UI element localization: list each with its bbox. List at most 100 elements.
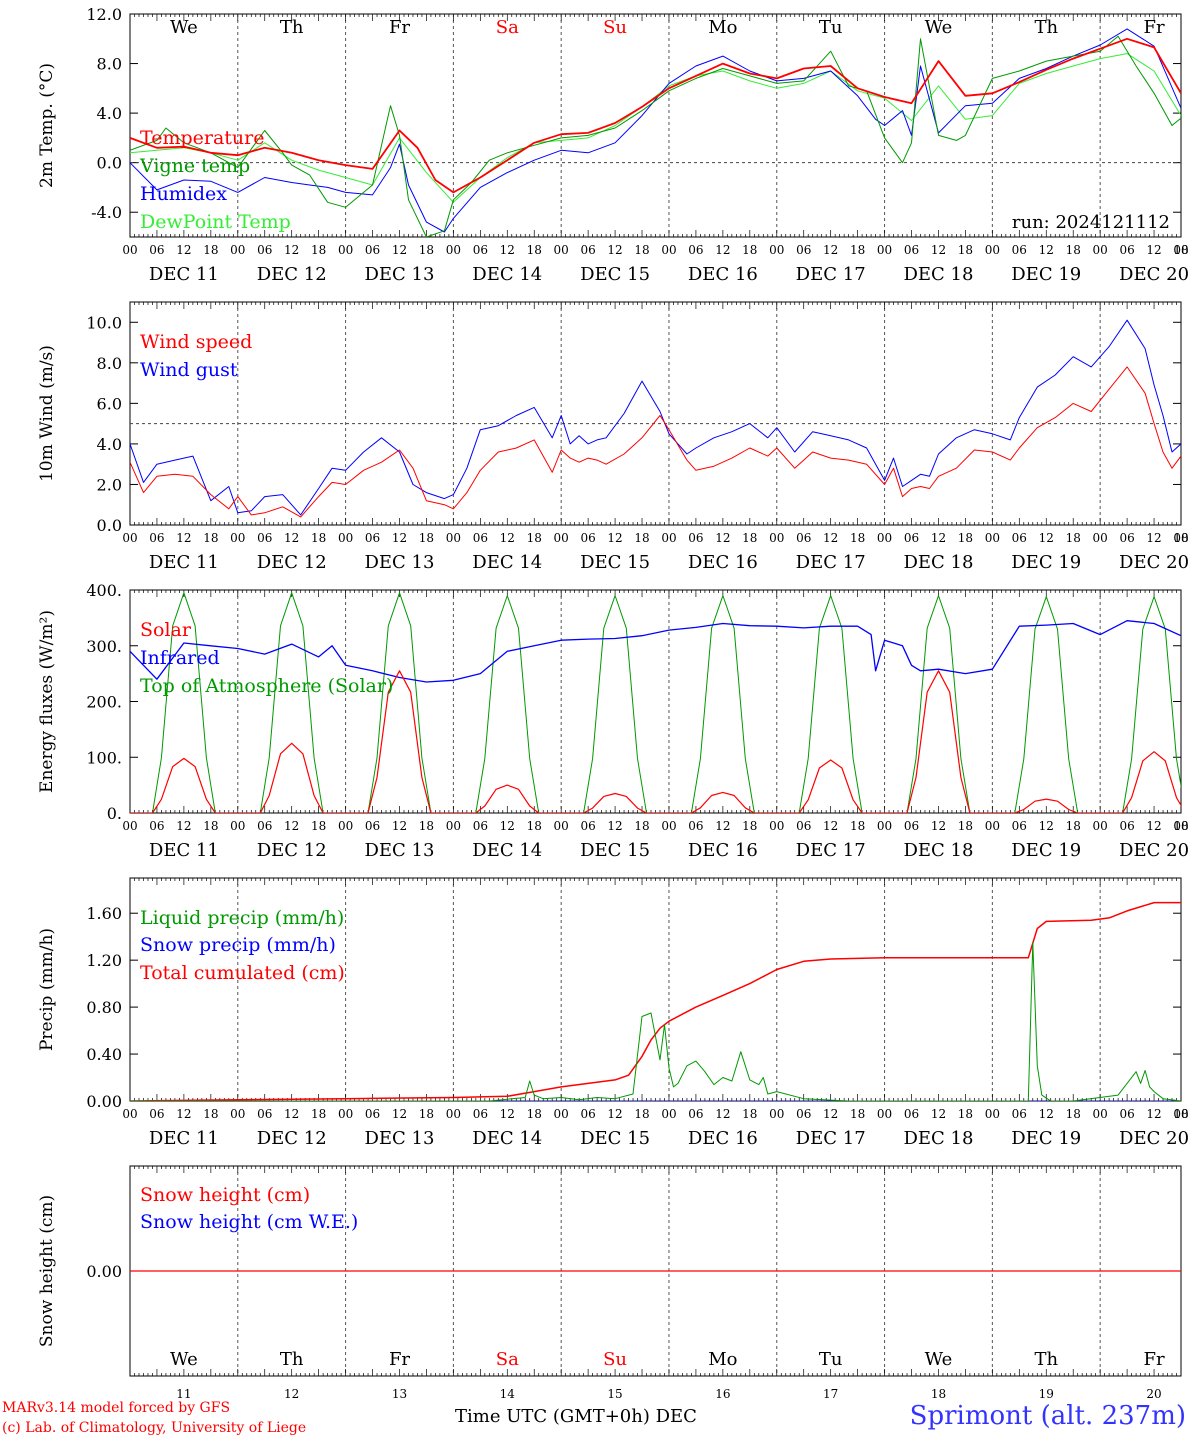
x-tick-label: 00 bbox=[122, 243, 137, 257]
day-number-label: 19 bbox=[1039, 1387, 1054, 1401]
x-tick-label: 12 bbox=[284, 531, 299, 545]
day-of-week-label: Sa bbox=[496, 1349, 519, 1370]
date-label: DEC 20 bbox=[1119, 1128, 1189, 1149]
x-tick-label: 00 bbox=[338, 531, 353, 545]
day-of-week-label: Tu bbox=[819, 17, 843, 38]
x-tick-label: 18 bbox=[850, 243, 865, 257]
date-label: DEC 17 bbox=[796, 264, 866, 285]
x-tick-label: 00 bbox=[1173, 819, 1188, 833]
day-of-week-label: Mo bbox=[708, 1349, 737, 1370]
x-tick-label: 06 bbox=[580, 1107, 595, 1121]
legend-entry: Snow precip (mm/h) bbox=[140, 934, 336, 956]
x-tick-label: 06 bbox=[1119, 531, 1134, 545]
day-number-label: 14 bbox=[500, 1387, 516, 1401]
day-of-week-label: Mo bbox=[708, 17, 737, 38]
day-of-week-label: Th bbox=[280, 1349, 304, 1370]
x-tick-label: 00 bbox=[338, 819, 353, 833]
date-label: DEC 13 bbox=[364, 840, 434, 861]
x-tick-label: 18 bbox=[958, 531, 973, 545]
date-label: DEC 13 bbox=[364, 1128, 434, 1149]
y-tick-label: 0.40 bbox=[86, 1045, 122, 1064]
credit-line-1: MARv3.14 model forced by GFS bbox=[2, 1400, 231, 1416]
x-tick-label: 00 bbox=[661, 531, 676, 545]
x-tick-label: 18 bbox=[203, 819, 218, 833]
x-tick-label: 12 bbox=[1039, 243, 1054, 257]
x-tick-label: 12 bbox=[715, 531, 730, 545]
x-tick-label: 12 bbox=[607, 243, 622, 257]
x-tick-label: 12 bbox=[176, 243, 191, 257]
legend-entry: Snow height (cm W.E.) bbox=[140, 1211, 358, 1233]
y-tick-label: 1.20 bbox=[86, 951, 122, 970]
day-number-label: 11 bbox=[176, 1387, 191, 1401]
x-tick-label: 06 bbox=[904, 243, 919, 257]
y-tick-label: 10.0 bbox=[86, 313, 122, 332]
legend-entry: Liquid precip (mm/h) bbox=[140, 907, 344, 929]
x-tick-label: 18 bbox=[1173, 531, 1188, 545]
x-tick-label: 00 bbox=[554, 243, 569, 257]
day-number-label: 16 bbox=[715, 1387, 730, 1401]
day-of-week-label: Su bbox=[603, 17, 627, 38]
x-tick-label: 00 bbox=[661, 1107, 676, 1121]
date-label: DEC 19 bbox=[1011, 264, 1081, 285]
legend-entry: Humidex bbox=[140, 183, 227, 205]
x-tick-label: 12 bbox=[823, 819, 838, 833]
x-tick-label: 18 bbox=[850, 819, 865, 833]
day-of-week-label: Fr bbox=[1144, 1349, 1165, 1370]
panel-precip: 0.00 0.40 0.80 1.20 1.60 Precip (mm/h) 00 06 12 1… bbox=[37, 877, 1189, 1149]
y-tick-label: 1.60 bbox=[86, 904, 122, 923]
x-tick-label: 00 bbox=[985, 1107, 1000, 1121]
x-tick-label: 18 bbox=[958, 1107, 973, 1121]
series-line-dewpoint-temp bbox=[130, 53, 1181, 203]
x-tick-label: 00 bbox=[769, 243, 784, 257]
x-tick-label: 18 bbox=[527, 1107, 542, 1121]
series-line-vigne-temp bbox=[130, 35, 1181, 237]
x-tick-label: 06 bbox=[796, 1107, 811, 1121]
legend-entry: Temperature bbox=[140, 127, 264, 149]
x-tick-label: 00 bbox=[230, 819, 245, 833]
series-line-solar bbox=[130, 670, 1181, 813]
y-tick-label: -4.0 bbox=[91, 203, 122, 222]
x-tick-label: 06 bbox=[365, 819, 380, 833]
x-tick-label: 00 bbox=[122, 531, 137, 545]
legend-entry: Snow height (cm) bbox=[140, 1184, 310, 1206]
day-number-label: 12 bbox=[284, 1387, 299, 1401]
x-tick-label: 12 bbox=[715, 243, 730, 257]
x-tick-label: 00 bbox=[446, 243, 461, 257]
day-of-week-label: We bbox=[170, 17, 198, 38]
x-tick-label: 00 bbox=[1093, 531, 1108, 545]
x-tick-label: 06 bbox=[904, 1107, 919, 1121]
run-label: run: 2024121112 bbox=[1012, 212, 1170, 233]
legend-entry: Infrared bbox=[140, 647, 220, 669]
y-tick-label: 4.0 bbox=[97, 104, 122, 123]
day-number-label: 20 bbox=[1146, 1387, 1161, 1401]
x-tick-label: 12 bbox=[1146, 531, 1161, 545]
date-label: DEC 15 bbox=[580, 1128, 650, 1149]
x-tick-label: 18 bbox=[742, 819, 757, 833]
panel-frame bbox=[129, 589, 1182, 814]
x-tick-label: 00 bbox=[769, 1107, 784, 1121]
x-tick-label: 12 bbox=[931, 1107, 946, 1121]
x-tick-label: 12 bbox=[607, 819, 622, 833]
day-of-week-label: Sa bbox=[496, 17, 519, 38]
y-tick-label: 100. bbox=[86, 748, 122, 767]
x-tick-label: 18 bbox=[527, 531, 542, 545]
date-label: DEC 16 bbox=[688, 264, 758, 285]
x-tick-label: 00 bbox=[661, 243, 676, 257]
y-tick-label: 2.0 bbox=[97, 475, 122, 494]
date-label: DEC 14 bbox=[472, 840, 542, 861]
date-label: DEC 12 bbox=[257, 840, 327, 861]
station-title: Sprimont (alt. 237m) bbox=[909, 1401, 1186, 1431]
series-line-total-cumulated-cm- bbox=[130, 901, 1181, 1101]
x-tick-label: 06 bbox=[796, 243, 811, 257]
x-tick-label: 06 bbox=[473, 243, 488, 257]
x-tick-label: 06 bbox=[149, 243, 164, 257]
y-tick-label: 0.00 bbox=[86, 1092, 122, 1111]
x-tick-label: 06 bbox=[257, 243, 272, 257]
x-tick-label: 18 bbox=[1066, 819, 1081, 833]
x-tick-label: 00 bbox=[122, 1107, 137, 1121]
y-tick-label: 0.0 bbox=[97, 516, 122, 535]
date-label: DEC 12 bbox=[257, 1128, 327, 1149]
x-tick-label: 12 bbox=[1039, 531, 1054, 545]
x-tick-label: 18 bbox=[742, 531, 757, 545]
x-tick-label: 12 bbox=[823, 531, 838, 545]
